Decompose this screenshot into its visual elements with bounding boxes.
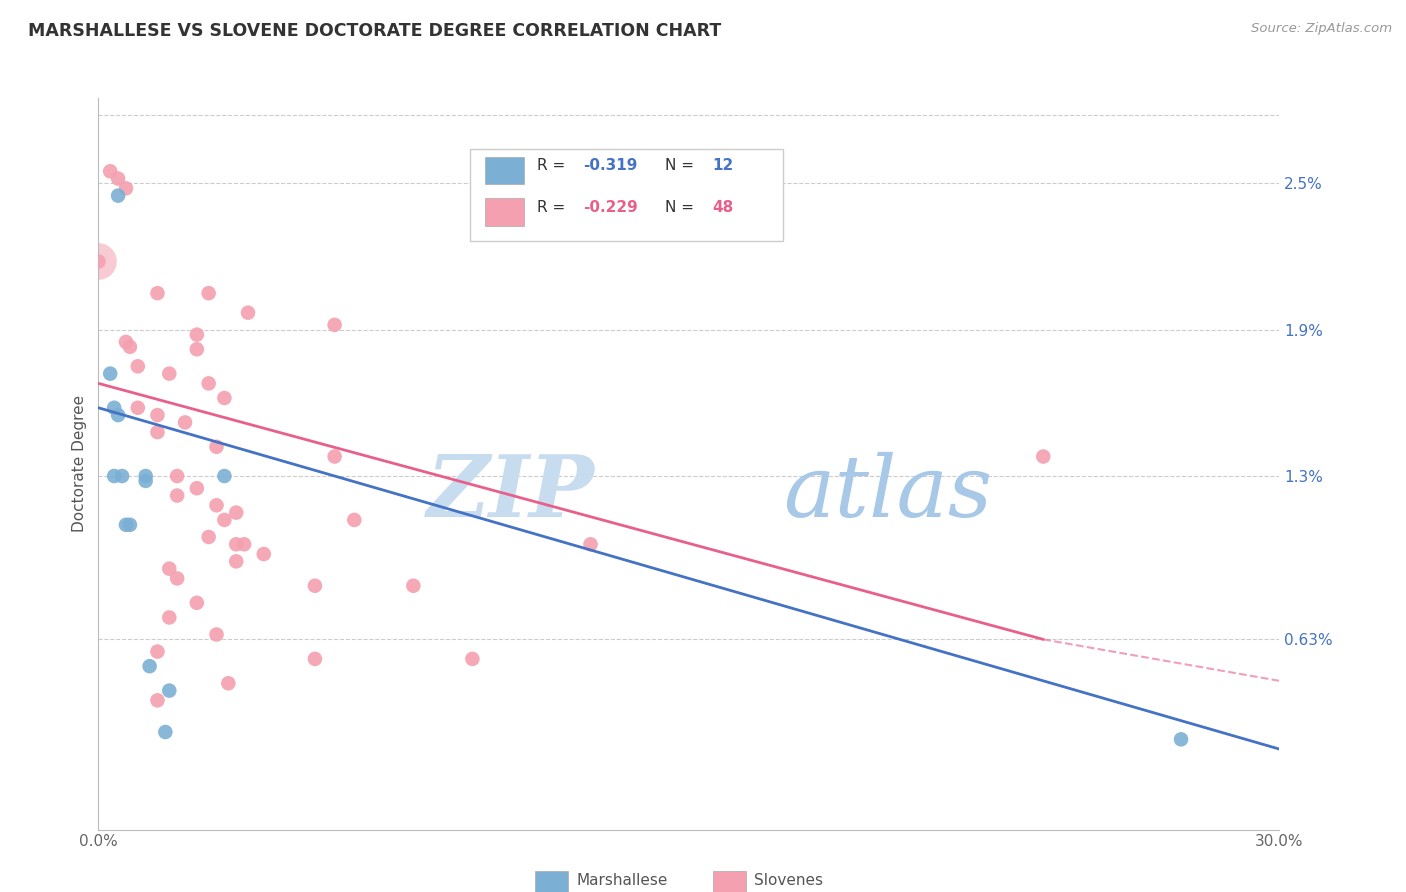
Point (186, 596, 208, 610)
Text: -0.229: -0.229 (582, 200, 637, 215)
Point (186, 327, 208, 342)
Point (186, 343, 208, 357)
Point (233, 537, 256, 551)
Point (225, 506, 247, 520)
Point (146, 408, 169, 422)
FancyBboxPatch shape (485, 157, 523, 185)
Point (225, 554, 247, 568)
Point (174, 416, 197, 430)
Point (103, 469, 125, 483)
Point (107, 408, 129, 422)
Point (157, 562, 180, 576)
Text: 48: 48 (713, 200, 734, 215)
Text: Slovenes: Slovenes (754, 873, 823, 888)
Point (166, 489, 188, 503)
Point (205, 498, 228, 512)
Point (1032, 450, 1054, 464)
Text: ZIP: ZIP (426, 451, 595, 535)
Point (461, 652, 484, 666)
Point (127, 359, 149, 374)
Point (166, 469, 188, 483)
Point (166, 571, 188, 585)
Point (115, 517, 138, 532)
Point (157, 683, 180, 698)
Point (146, 693, 169, 707)
Point (1170, 732, 1192, 747)
Point (214, 391, 236, 405)
Point (87, 254, 110, 268)
Point (323, 450, 346, 464)
Point (214, 513, 236, 527)
Text: 12: 12 (713, 158, 734, 173)
Point (146, 425, 169, 439)
Point (157, 610, 180, 624)
Y-axis label: Doctorate Degree: Doctorate Degree (72, 395, 87, 533)
Text: Source: ZipAtlas.com: Source: ZipAtlas.com (1251, 22, 1392, 36)
Point (118, 340, 141, 354)
Text: R =: R = (537, 158, 569, 173)
Point (197, 376, 219, 391)
Point (214, 469, 236, 483)
Point (197, 286, 219, 301)
Point (253, 547, 276, 561)
Point (343, 513, 366, 527)
Point (155, 725, 177, 739)
Point (323, 318, 346, 332)
FancyBboxPatch shape (713, 871, 745, 892)
Point (107, 188, 129, 202)
Point (186, 481, 208, 495)
Point (118, 517, 141, 532)
Point (87, 254, 110, 268)
Point (146, 286, 169, 301)
Point (98, 367, 121, 381)
Point (236, 306, 259, 320)
Text: MARSHALLESE VS SLOVENE DOCTORATE DEGREE CORRELATION CHART: MARSHALLESE VS SLOVENE DOCTORATE DEGREE … (28, 22, 721, 40)
Text: N =: N = (665, 200, 699, 215)
Point (197, 530, 219, 544)
Text: N =: N = (665, 158, 699, 173)
Point (98, 164, 121, 178)
Point (107, 171, 129, 186)
Point (146, 644, 169, 658)
Point (157, 367, 180, 381)
FancyBboxPatch shape (471, 149, 783, 241)
Text: -0.319: -0.319 (582, 158, 637, 173)
Point (111, 469, 134, 483)
Text: R =: R = (537, 200, 569, 215)
FancyBboxPatch shape (536, 871, 568, 892)
Point (135, 469, 157, 483)
Point (217, 676, 239, 690)
Point (205, 627, 228, 641)
Point (205, 440, 228, 454)
Point (579, 537, 602, 551)
Text: Marshallese: Marshallese (576, 873, 668, 888)
Point (304, 652, 326, 666)
Point (135, 474, 157, 488)
Point (138, 659, 160, 673)
Point (115, 181, 138, 195)
Text: atlas: atlas (783, 451, 993, 534)
Point (402, 579, 425, 593)
Point (103, 401, 125, 415)
FancyBboxPatch shape (485, 198, 523, 227)
Point (225, 537, 247, 551)
Point (127, 401, 149, 415)
Point (115, 334, 138, 349)
Point (304, 579, 326, 593)
